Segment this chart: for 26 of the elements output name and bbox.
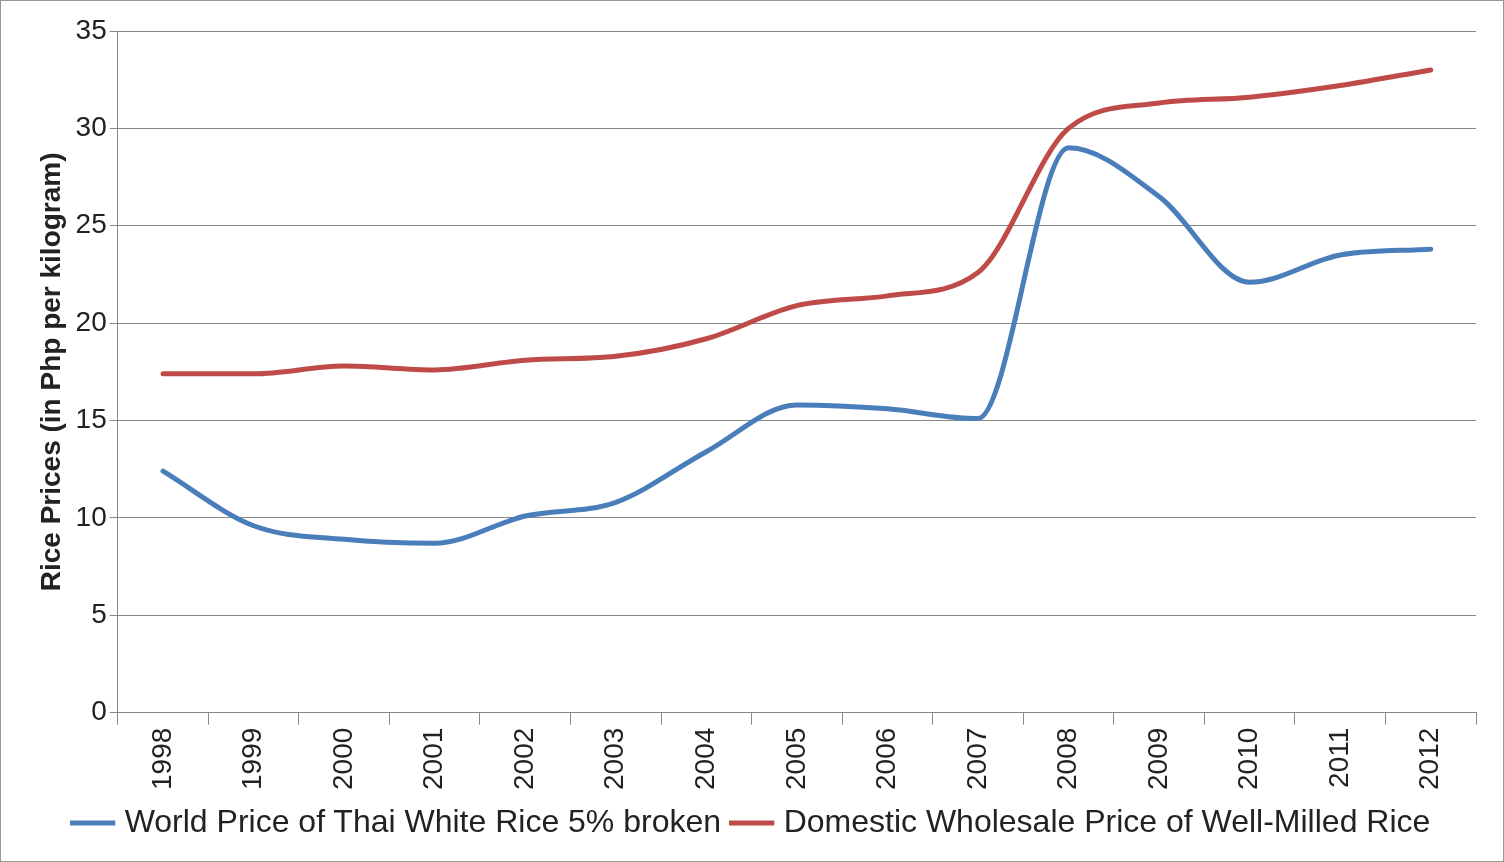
y-tick-label: 35 bbox=[75, 13, 107, 45]
x-tick-label: 2004 bbox=[689, 727, 721, 791]
x-tick-label: 2007 bbox=[960, 727, 992, 791]
x-tick-label: 2002 bbox=[507, 727, 539, 791]
x-tick-label: 2001 bbox=[417, 727, 449, 791]
x-tick-label: 2008 bbox=[1051, 727, 1083, 791]
legend-label: World Price of Thai White Rice 5% broken bbox=[124, 802, 722, 839]
y-tick-label: 10 bbox=[75, 500, 107, 532]
y-tick-label: 15 bbox=[75, 403, 107, 435]
y-axis-title: Rice Prices (in Php per kilogram) bbox=[34, 152, 66, 592]
y-tick-label: 0 bbox=[91, 695, 107, 727]
x-tick-label: 1999 bbox=[236, 727, 268, 791]
y-tick-label: 20 bbox=[75, 305, 107, 337]
x-tick-label: 2011 bbox=[1322, 727, 1354, 788]
x-tick-label: 2003 bbox=[598, 727, 630, 791]
legend-label: Domestic Wholesale Price of Well-Milled Rice bbox=[783, 802, 1431, 839]
x-tick-label: 2010 bbox=[1232, 727, 1264, 791]
y-tick-label: 25 bbox=[75, 208, 107, 240]
y-tick-label: 5 bbox=[91, 598, 107, 630]
x-tick-label: 2005 bbox=[779, 727, 811, 791]
x-tick-label: 2006 bbox=[870, 727, 902, 791]
y-tick-label: 30 bbox=[75, 111, 107, 143]
x-tick-label: 2012 bbox=[1413, 727, 1445, 791]
x-tick-label: 2009 bbox=[1141, 727, 1173, 791]
x-tick-label: 2000 bbox=[326, 727, 358, 791]
x-tick-label: 1998 bbox=[145, 727, 177, 791]
